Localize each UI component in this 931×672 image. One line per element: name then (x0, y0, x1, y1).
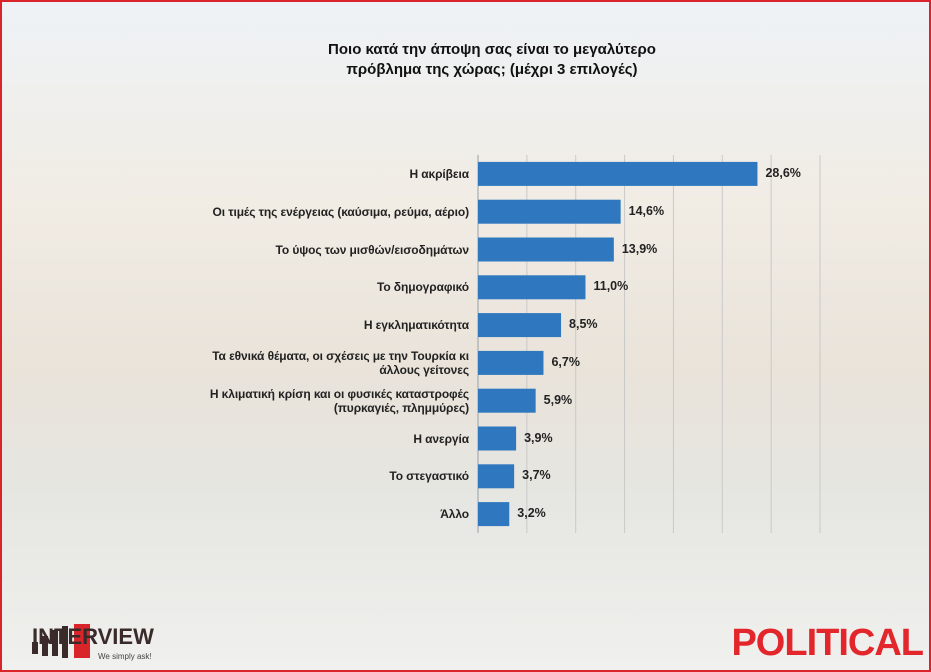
brand-tagline: We simply ask! (98, 652, 152, 661)
chart-title: Ποιο κατά την άποψη σας είναι το μεγαλύτ… (328, 41, 656, 78)
bar (478, 502, 510, 527)
bar (478, 350, 544, 375)
bar (478, 199, 621, 224)
bar (478, 464, 515, 489)
category-label: Τα εθνικά θέματα, οι σχέσεις με την Τουρ… (212, 348, 469, 377)
category-label: Η ακρίβεια (409, 166, 469, 181)
brand-left: INTERVIEW (32, 624, 154, 649)
bar (478, 388, 536, 413)
value-label: 14,6% (628, 203, 665, 218)
category-label: Άλλο (440, 507, 469, 522)
category-label: Το στεγαστικό (389, 469, 469, 484)
category-label: Η κλιματική κρίση και οι φυσικές καταστρ… (209, 386, 469, 415)
value-label: 13,9% (621, 241, 658, 256)
category-label: Η εγκληματικότητα (363, 318, 469, 333)
category-label: Το ύψος των μισθών/εισοδημάτων (275, 242, 470, 257)
value-label: 3,9% (524, 430, 553, 445)
value-label: 8,5% (569, 317, 598, 332)
value-label: 6,7% (551, 354, 580, 369)
logo-icon (32, 624, 90, 658)
bar (478, 161, 758, 186)
category-label: Η ανεργία (413, 431, 469, 446)
value-label: 11,0% (593, 279, 629, 294)
brand-right: POLITICAL (731, 622, 924, 664)
value-label: 5,9% (543, 392, 573, 407)
bar (478, 313, 562, 338)
bar (478, 275, 586, 300)
bar (478, 237, 614, 262)
value-label: 3,2% (517, 506, 546, 521)
category-label: Το δημογραφικό (377, 280, 469, 295)
category-label: Οι τιμές της ενέργειας (καύσιμα, ρεύμα, … (212, 204, 470, 219)
value-label: 3,7% (522, 468, 551, 483)
value-label: 28,6% (765, 165, 801, 180)
bar (478, 426, 517, 451)
